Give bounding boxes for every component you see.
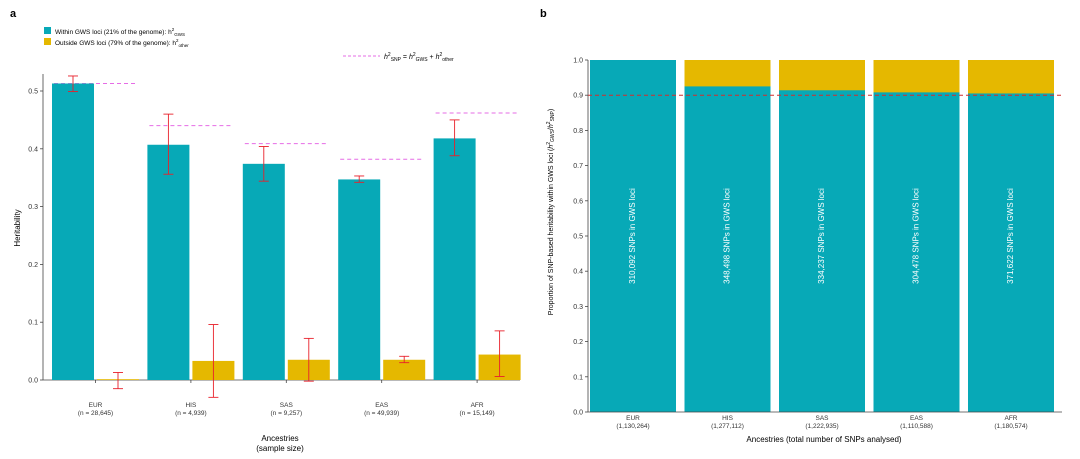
x-tick-sample-size: (n = 9,257) bbox=[270, 410, 302, 417]
bar-within-gws-proportion bbox=[779, 90, 865, 412]
y-tick-label-a: 0.2 bbox=[28, 262, 38, 269]
legend-snp-formula: h2SNP = h2GWS + h2other bbox=[384, 52, 454, 63]
bar-within-gws-proportion bbox=[873, 92, 960, 412]
bar-snp-count-label: 310,092 SNPs in GWS loci bbox=[628, 188, 637, 284]
y-tick-label-a: 0.4 bbox=[28, 146, 38, 153]
y-axis-title-a: Heritability bbox=[13, 209, 22, 246]
x-tick-sample-size: (n = 4,939) bbox=[175, 410, 207, 417]
x-tick-total-snps: (1,180,574) bbox=[994, 423, 1027, 430]
bar-within-gws-proportion bbox=[590, 60, 676, 412]
x-tick-label-b: HIS bbox=[722, 415, 734, 422]
x-tick-label-a: AFR bbox=[471, 402, 484, 409]
x-tick-label-a: HIS bbox=[185, 402, 197, 409]
y-tick-label-b: 0.9 bbox=[573, 93, 583, 100]
legend-within-swatch bbox=[44, 27, 51, 34]
x-tick-label-b: EUR bbox=[626, 415, 640, 422]
y-tick-label-b: 1.0 bbox=[573, 58, 583, 65]
panel-a-label: a bbox=[10, 8, 17, 20]
y-tick-label-a: 0.3 bbox=[28, 204, 38, 211]
y-tick-label-b: 0.4 bbox=[573, 269, 583, 276]
y-tick-label-b: 0.8 bbox=[573, 128, 583, 135]
bar-outside-gws bbox=[383, 359, 426, 380]
y-tick-label-a: 0.0 bbox=[28, 378, 38, 385]
y-tick-label-a: 0.5 bbox=[28, 89, 38, 96]
legend-outside-swatch bbox=[44, 38, 51, 45]
bar-within-gws bbox=[338, 179, 381, 380]
panel-b: b Proportion of SNP-based heritability w… bbox=[540, 8, 1062, 444]
x-tick-total-snps: (1,110,588) bbox=[900, 423, 933, 430]
x-tick-label-b: EAS bbox=[910, 415, 924, 422]
bar-within-gws bbox=[242, 163, 285, 380]
bar-snp-count-label: 348,498 SNPs in GWS loci bbox=[723, 188, 732, 284]
y-tick-label-b: 0.7 bbox=[573, 163, 583, 170]
x-tick-label-a: SAS bbox=[280, 402, 294, 409]
panel-b-label: b bbox=[540, 8, 547, 20]
x-tick-sample-size: (n = 49,939) bbox=[364, 410, 399, 417]
bar-snp-count-label: 304,478 SNPs in GWS loci bbox=[912, 188, 921, 284]
bar-within-gws-proportion bbox=[684, 86, 771, 413]
bar-within-gws-proportion bbox=[968, 93, 1054, 412]
x-tick-total-snps: (1,222,935) bbox=[805, 423, 838, 430]
x-tick-label-a: EUR bbox=[89, 402, 103, 409]
y-tick-label-b: 0.2 bbox=[573, 339, 583, 346]
y-tick-label-b: 0.1 bbox=[573, 374, 583, 381]
bar-snp-count-label: 334,237 SNPs in GWS loci bbox=[817, 188, 826, 284]
y-tick-label-b: 0.5 bbox=[573, 234, 583, 241]
x-axis-title-a: Ancestries bbox=[261, 434, 298, 443]
bar-within-gws bbox=[52, 83, 94, 381]
plot-area-b: 0.0 0.1 0.2 0.3 0.4 0.5 0.6 0.7 0.8 0.9 1.0 310,092… bbox=[573, 58, 1062, 430]
y-tick-label-b: 0.3 bbox=[573, 304, 583, 311]
legend-a: Within GWS loci (21% of the genome): h2G… bbox=[44, 27, 454, 63]
bar-within-gws bbox=[433, 138, 476, 380]
legend-within-label: Within GWS loci (21% of the genome): h2G… bbox=[55, 27, 185, 37]
x-axis-title-b: Ancestries (total number of SNPs analyse… bbox=[746, 435, 902, 444]
bar-snp-count-label: 371,622 SNPs in GWS loci bbox=[1006, 188, 1015, 284]
x-tick-label-a: EAS bbox=[375, 402, 389, 409]
y-tick-label-b: 0.6 bbox=[573, 198, 583, 205]
x-tick-sample-size: (n = 15,149) bbox=[459, 410, 494, 417]
legend-outside-label: Outside GWS loci (79% of the genome): h2… bbox=[55, 38, 189, 48]
x-tick-sample-size: (n = 28,645) bbox=[78, 410, 113, 417]
bar-within-gws bbox=[147, 144, 190, 380]
y-tick-label-b: 0.0 bbox=[573, 410, 583, 417]
x-axis-subtitle-a: (sample size) bbox=[256, 444, 304, 453]
x-tick-label-b: AFR bbox=[1005, 415, 1018, 422]
y-axis-title-b: Proportion of SNP-based heritability wit… bbox=[546, 109, 556, 315]
panel-a: a Within GWS loci (21% of the genome): h… bbox=[10, 8, 521, 453]
y-tick-label-a: 0.1 bbox=[28, 320, 38, 327]
x-tick-total-snps: (1,277,112) bbox=[711, 423, 744, 430]
x-tick-label-b: SAS bbox=[815, 415, 829, 422]
x-tick-total-snps: (1,130,264) bbox=[616, 423, 649, 430]
